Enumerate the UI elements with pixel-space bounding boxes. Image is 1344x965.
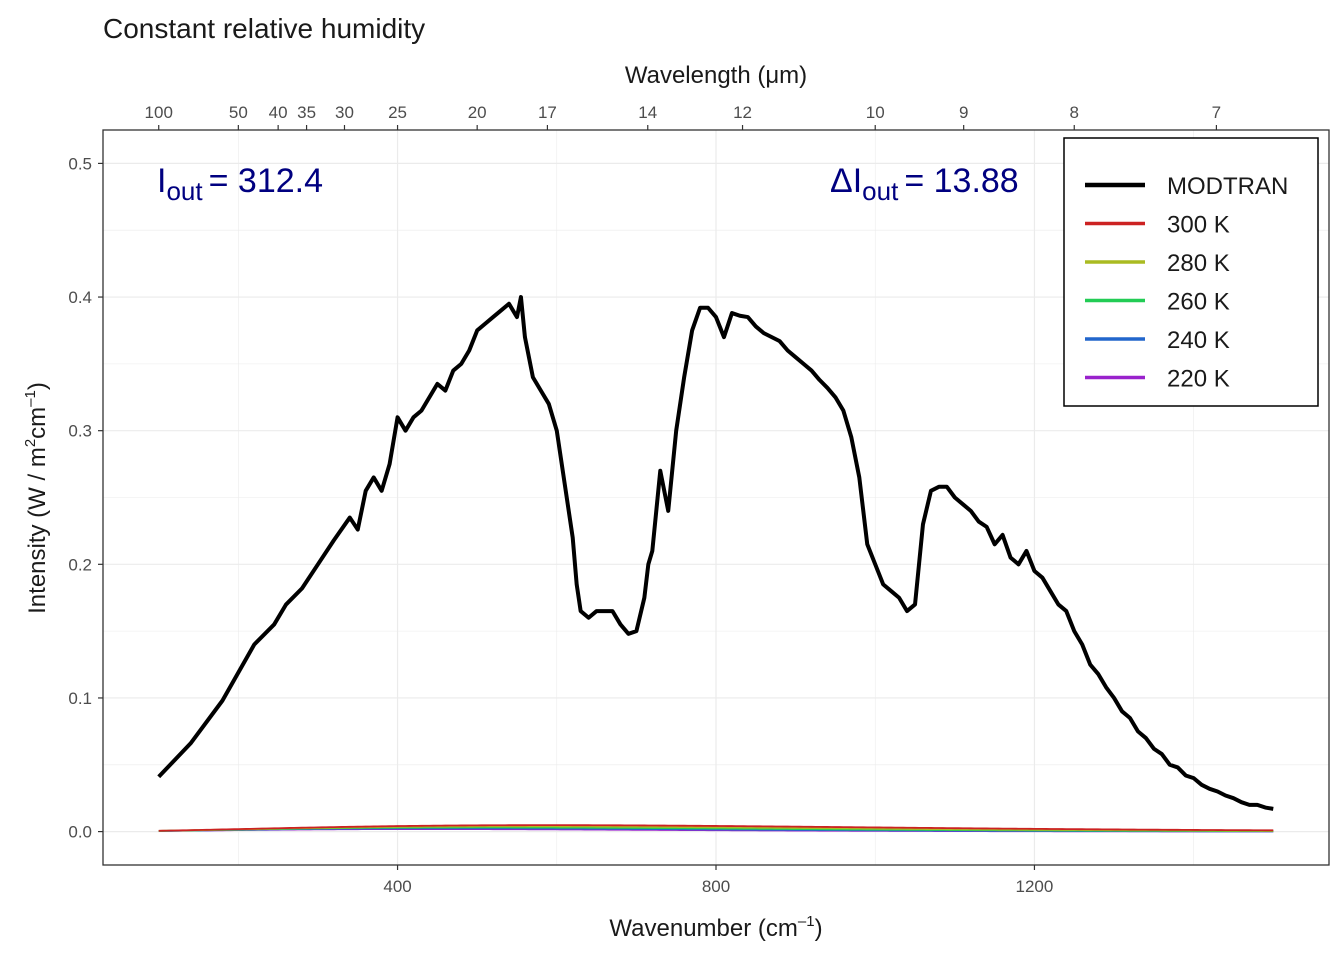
legend-box <box>1063 137 1319 407</box>
y-tick-label: 0.2 <box>68 555 92 574</box>
y-axis-title: Intensity (W / m2cm–1) <box>22 382 51 614</box>
x-axis-title-suffix: ) <box>815 915 823 942</box>
y-tick-label: 0.3 <box>68 422 92 441</box>
x-tick-label: 1200 <box>1016 877 1054 896</box>
y-axis-title-sup1: 2 <box>22 439 39 447</box>
annotation-left-sub: out <box>166 176 203 206</box>
top-tick-label: 12 <box>733 103 752 122</box>
y-axis-ticks: 0.0 0.1 0.2 0.3 0.4 0.5 <box>68 154 103 842</box>
x-axis-title-text: Wavenumber (cm <box>609 915 797 942</box>
y-tick-label: 0.0 <box>68 823 92 842</box>
series-line-300-k <box>158 824 1274 832</box>
legend: MODTRAN 300 K 280 K 260 K 240 K 220 K <box>1063 137 1319 407</box>
top-tick-label: 8 <box>1070 103 1079 122</box>
x-tick-label: 400 <box>383 877 411 896</box>
top-tick-label: 30 <box>335 103 354 122</box>
series-line-modtran <box>157 295 1274 811</box>
chart-title: Constant relative humidity <box>103 13 425 44</box>
y-axis-title-suffix: ) <box>24 382 51 390</box>
y-axis-title-sup2: –1 <box>22 390 39 407</box>
annotation-left-main: I <box>157 162 166 200</box>
x-axis-ticks: 400 800 1200 <box>383 865 1053 896</box>
x-axis-title-superscript: –1 <box>798 913 815 930</box>
legend-label: 300 K <box>1167 212 1230 239</box>
top-tick-label: 14 <box>638 103 657 122</box>
x-tick-label: 800 <box>702 877 730 896</box>
top-tick-label: 50 <box>229 103 248 122</box>
top-tick-label: 35 <box>297 103 316 122</box>
y-axis-title-mid: cm <box>24 407 51 439</box>
top-tick-label: 100 <box>145 103 173 122</box>
legend-label: 220 K <box>1167 366 1230 393</box>
annotation-right-sub: out <box>862 176 899 206</box>
top-tick-label: 17 <box>538 103 557 122</box>
legend-label: 240 K <box>1167 327 1230 354</box>
x-axis-title: Wavenumber (cm–1) <box>609 913 822 942</box>
annotation-right: ΔIout = 13.88 <box>830 162 1019 206</box>
top-tick-label: 40 <box>269 103 288 122</box>
top-tick-label: 10 <box>866 103 885 122</box>
legend-label: 280 K <box>1167 250 1230 277</box>
series-group <box>157 295 1274 833</box>
annotation-right-value: = 13.88 <box>904 162 1018 200</box>
legend-label: 260 K <box>1167 289 1230 316</box>
y-tick-label: 0.4 <box>68 288 92 307</box>
annotation-left-value: = 312.4 <box>209 162 323 200</box>
top-tick-label: 25 <box>388 103 407 122</box>
top-tick-label: 20 <box>468 103 487 122</box>
y-tick-label: 0.1 <box>68 689 92 708</box>
legend-label: MODTRAN <box>1167 173 1288 200</box>
annotation-left: Iout = 312.4 <box>157 162 323 206</box>
annotation-right-main: ΔI <box>830 162 862 200</box>
y-tick-label: 0.5 <box>68 154 92 173</box>
y-axis-title-text: Intensity (W / m <box>24 447 51 614</box>
top-axis-ticks: 100 50 40 35 30 25 20 17 14 12 10 9 8 7 <box>145 103 1221 130</box>
top-tick-label: 9 <box>959 103 968 122</box>
top-tick-label: 7 <box>1212 103 1221 122</box>
top-axis-title: Wavelength (μm) <box>625 62 807 89</box>
